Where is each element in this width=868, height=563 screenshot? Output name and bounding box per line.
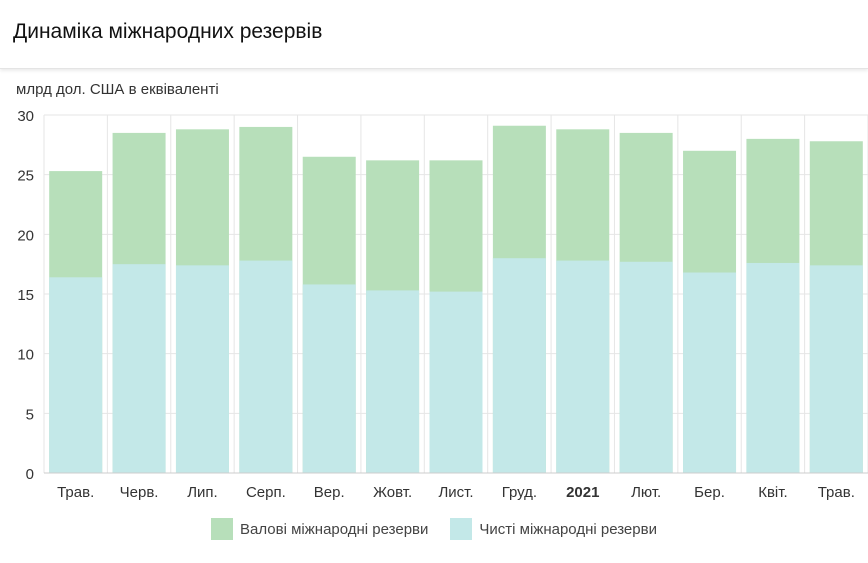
x-tick-label: Вер.: [314, 484, 345, 501]
y-tick-label: 10: [17, 347, 34, 364]
page-title: Динаміка міжнародних резервів: [13, 20, 323, 43]
bar-net: [112, 264, 166, 473]
y-tick-label: 5: [26, 406, 34, 423]
bar-net: [49, 277, 103, 473]
bar-net: [175, 265, 229, 473]
legend-label: Чисті міжнародні резерви: [479, 520, 657, 538]
bar-net: [302, 284, 356, 473]
legend-item-gross[interactable]: Валові міжнародні резерви: [211, 518, 428, 540]
y-tick-label: 25: [17, 168, 34, 185]
header: Динаміка міжнародних резервів: [0, 0, 868, 69]
y-tick-label: 30: [17, 108, 34, 125]
y-tick-label: 20: [17, 227, 34, 244]
y-tick-label: 15: [17, 287, 34, 304]
bar-net: [619, 261, 673, 473]
x-tick-label: Лист.: [438, 484, 473, 501]
bar-net: [746, 262, 800, 473]
bar-net: [239, 260, 293, 473]
bar-net: [366, 290, 420, 473]
y-axis-label: млрд дол. США в еквіваленті: [16, 81, 219, 98]
bar-net: [492, 258, 546, 473]
x-tick-label: 2021: [566, 484, 599, 501]
x-tick-label: Трав.: [818, 484, 855, 501]
bar-net: [683, 272, 737, 473]
x-tick-label: Черв.: [120, 484, 159, 501]
bar-net: [556, 260, 610, 473]
x-tick-label: Квіт.: [758, 484, 787, 501]
x-tick-label: Серп.: [246, 484, 286, 501]
x-tick-label: Лип.: [187, 484, 218, 501]
x-tick-label: Груд.: [502, 484, 537, 501]
legend: Валові міжнародні резерви Чисті міжнарод…: [0, 518, 868, 540]
legend-swatch: [450, 518, 473, 540]
x-tick-label: Лют.: [631, 484, 661, 501]
legend-label: Валові міжнародні резерви: [240, 520, 429, 538]
y-tick-label: 0: [26, 466, 34, 483]
x-tick-label: Трав.: [57, 484, 94, 501]
x-tick-label: Бер.: [694, 484, 725, 501]
legend-item-net[interactable]: Чисті міжнародні резерви: [450, 518, 657, 540]
bar-net: [429, 291, 483, 473]
bar-net: [809, 265, 863, 473]
legend-swatch: [211, 518, 234, 540]
x-tick-label: Жовт.: [373, 484, 412, 501]
